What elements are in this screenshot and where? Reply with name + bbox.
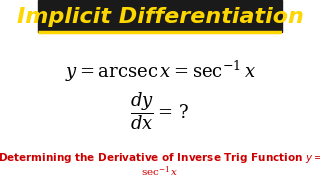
FancyBboxPatch shape	[38, 0, 282, 32]
Text: $\dfrac{dy}{dx} = \,?$: $\dfrac{dy}{dx} = \,?$	[130, 90, 190, 132]
Text: Implicit Differentiation: Implicit Differentiation	[17, 7, 303, 27]
Text: $y = \mathrm{arcsec}\, x = \sec^{-1} x$: $y = \mathrm{arcsec}\, x = \sec^{-1} x$	[65, 58, 255, 84]
Text: Determining the Derivative of Inverse Trig Function $y = $: Determining the Derivative of Inverse Tr…	[0, 150, 320, 165]
Text: $\sec^{-1} x$: $\sec^{-1} x$	[141, 164, 179, 179]
